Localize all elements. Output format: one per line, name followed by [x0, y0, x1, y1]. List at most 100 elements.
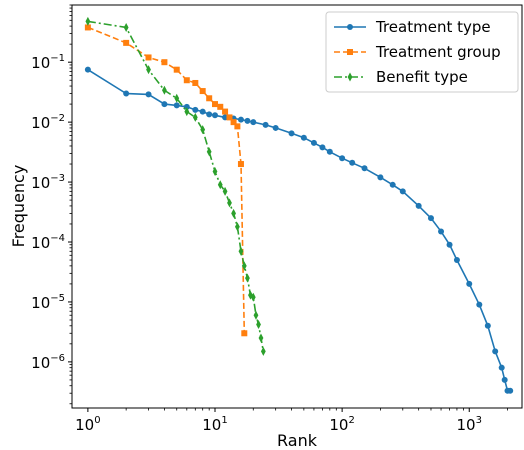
legend-label: Benefit type — [376, 68, 468, 86]
data-point — [237, 116, 244, 123]
y-tick-label: 10−3 — [31, 173, 65, 192]
data-point — [227, 198, 232, 208]
data-point — [250, 292, 256, 302]
y-axis-label: Frequency — [9, 165, 28, 248]
data-point — [231, 208, 236, 218]
x-tick-label: 102 — [329, 415, 354, 434]
data-point — [476, 301, 483, 308]
series-1 — [84, 66, 514, 394]
data-point — [146, 65, 151, 75]
data-point — [206, 111, 213, 118]
data-point — [377, 174, 384, 181]
data-point — [507, 387, 514, 394]
data-point — [222, 186, 228, 196]
data-point — [161, 59, 168, 66]
data-point — [241, 261, 247, 271]
data-point — [226, 114, 233, 121]
data-point — [237, 161, 244, 168]
data-point — [173, 66, 180, 73]
data-point — [262, 121, 269, 128]
data-point — [230, 119, 237, 126]
data-point — [123, 22, 129, 32]
y-tick-label: 10−2 — [31, 113, 65, 132]
plot-area — [84, 16, 514, 394]
legend-marker — [347, 49, 353, 55]
plot-frame — [71, 4, 523, 409]
legend-label: Treatment type — [375, 18, 491, 36]
series-3 — [85, 16, 266, 356]
y-tick-label: 10−4 — [31, 233, 65, 252]
series-line — [87, 26, 246, 334]
data-point — [222, 108, 229, 115]
data-point — [339, 155, 346, 162]
data-point — [484, 322, 491, 329]
data-point — [389, 181, 396, 188]
data-point — [145, 54, 152, 61]
data-point — [241, 330, 248, 337]
data-point — [361, 165, 368, 172]
data-point — [234, 123, 241, 130]
data-point — [212, 101, 219, 108]
data-point — [206, 147, 212, 157]
data-point — [174, 93, 180, 103]
data-point — [244, 117, 251, 124]
data-point — [498, 364, 505, 371]
x-tick-label: 100 — [75, 415, 100, 434]
data-point — [319, 144, 326, 151]
x-tick-label: 103 — [457, 415, 482, 434]
data-point — [326, 148, 333, 155]
y-tick-label: 10−5 — [31, 293, 65, 312]
data-point — [123, 39, 130, 46]
data-point — [260, 346, 266, 356]
data-point — [245, 273, 250, 283]
data-point — [199, 108, 206, 115]
data-point — [248, 290, 253, 300]
data-point — [123, 90, 130, 97]
data-point — [192, 112, 198, 122]
data-point — [250, 119, 257, 126]
data-point — [349, 159, 356, 166]
legend-item: Treatment type — [334, 18, 491, 36]
data-point — [300, 134, 307, 141]
data-point — [161, 101, 168, 108]
data-point — [192, 79, 199, 86]
y-axis-ticks: 10−6 10−5 10−4 10−3 10−2 10−1 — [31, 4, 72, 405]
y-tick-label: 10−1 — [31, 53, 65, 72]
data-point — [415, 202, 422, 209]
data-point — [238, 246, 244, 256]
data-point — [501, 376, 508, 383]
data-point — [253, 310, 259, 320]
data-point — [85, 16, 91, 26]
data-point — [162, 85, 167, 95]
data-point — [258, 333, 264, 343]
data-point — [272, 124, 279, 131]
data-point — [310, 139, 317, 146]
series-line — [87, 69, 511, 392]
x-axis-ticks: 100 101 102 103 — [75, 408, 508, 434]
data-point — [192, 106, 199, 113]
data-point — [217, 180, 223, 190]
x-tick-label: 101 — [202, 415, 227, 434]
legend-label: Treatment group — [375, 43, 501, 61]
data-point — [492, 348, 499, 355]
data-point — [84, 66, 91, 73]
data-point — [446, 241, 453, 248]
data-point — [288, 130, 295, 137]
data-point — [399, 188, 406, 195]
legend-item: Benefit type — [334, 68, 468, 86]
data-point — [427, 215, 434, 222]
legend: Treatment type Treatment group Benefit typ… — [325, 11, 519, 93]
data-point — [173, 102, 180, 109]
data-point — [84, 24, 91, 31]
y-tick-label: 10−6 — [31, 353, 65, 372]
data-point — [453, 257, 460, 264]
data-point — [200, 125, 206, 135]
data-point — [212, 167, 218, 177]
x-axis-label: Rank — [277, 431, 318, 450]
data-point — [183, 77, 190, 84]
data-point — [256, 320, 261, 330]
data-point — [217, 103, 224, 110]
legend-marker — [347, 24, 353, 30]
legend-box — [325, 11, 519, 93]
